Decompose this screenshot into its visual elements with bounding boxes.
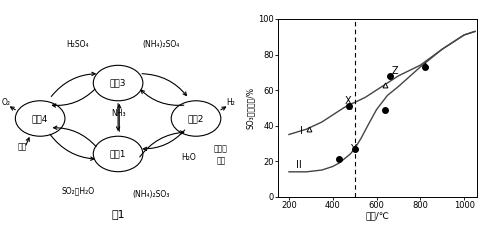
- Text: SO₂、H₂O: SO₂、H₂O: [62, 186, 94, 195]
- Text: 反则3: 反则3: [110, 78, 126, 87]
- Text: H₂O: H₂O: [182, 153, 196, 162]
- Ellipse shape: [93, 136, 143, 172]
- Text: 反则4: 反则4: [32, 114, 48, 123]
- Text: NH₃: NH₃: [111, 109, 125, 118]
- Text: H₂: H₂: [226, 98, 235, 107]
- Text: 驱力: 驱力: [216, 157, 225, 166]
- Text: 图1: 图1: [111, 210, 125, 219]
- Ellipse shape: [171, 101, 221, 136]
- X-axis label: 温度/℃: 温度/℃: [366, 211, 390, 220]
- Text: 反则2: 反则2: [188, 114, 204, 123]
- Text: (NH₄)₂SO₃: (NH₄)₂SO₃: [132, 190, 170, 199]
- Text: 高温: 高温: [18, 142, 27, 151]
- Ellipse shape: [15, 101, 65, 136]
- Text: II: II: [296, 160, 302, 170]
- Ellipse shape: [93, 65, 143, 101]
- Text: Y: Y: [350, 144, 356, 154]
- Text: Z: Z: [392, 65, 398, 76]
- Text: 反则1: 反则1: [110, 150, 126, 159]
- Text: 太阳能: 太阳能: [214, 144, 228, 153]
- Text: O₂: O₂: [1, 98, 10, 107]
- Text: X: X: [345, 96, 351, 106]
- Y-axis label: SO₃的转化率/%: SO₃的转化率/%: [246, 87, 255, 129]
- Text: I: I: [300, 126, 303, 136]
- Text: H₂SO₄: H₂SO₄: [67, 40, 89, 49]
- Text: (NH₄)₂SO₄: (NH₄)₂SO₄: [142, 40, 179, 49]
